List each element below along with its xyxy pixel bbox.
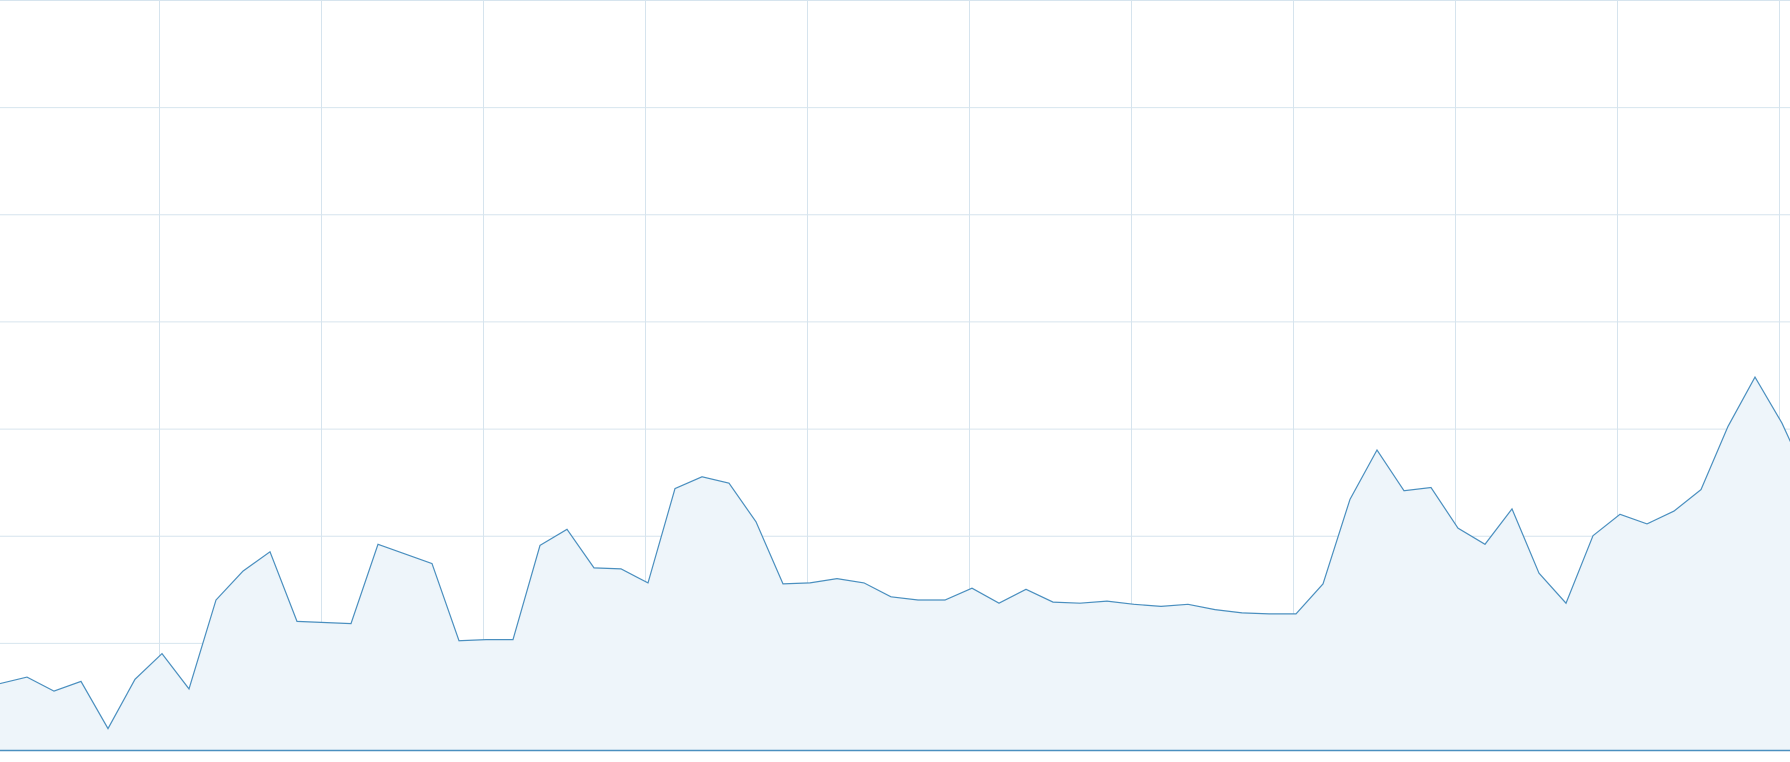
series-line bbox=[0, 375, 1790, 730]
series-area bbox=[0, 377, 1790, 750]
